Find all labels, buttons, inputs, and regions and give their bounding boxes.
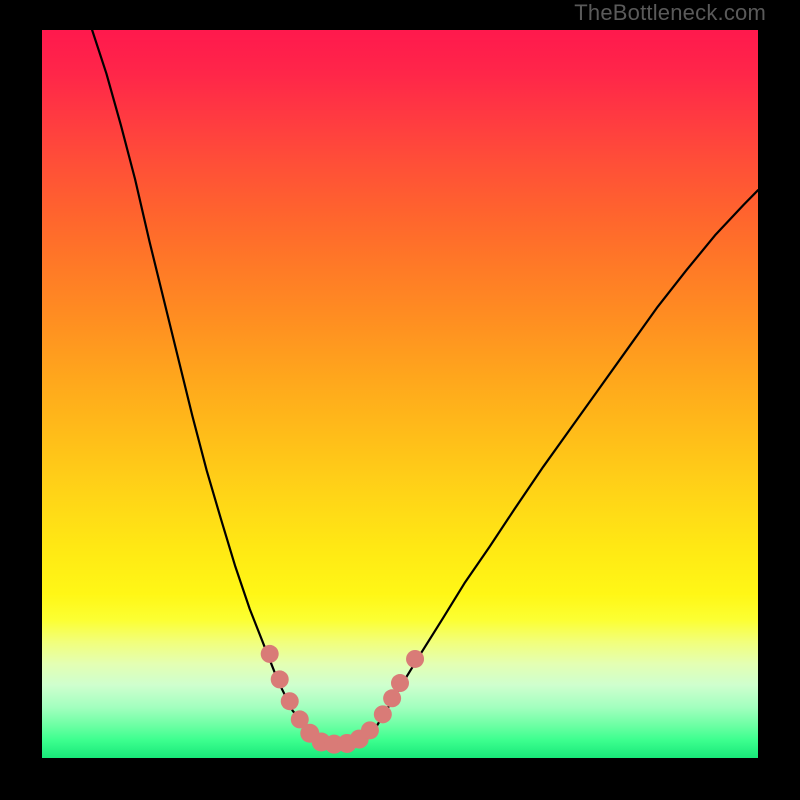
gradient-background	[42, 30, 758, 758]
plot-svg	[42, 30, 758, 758]
curve-marker	[406, 650, 424, 668]
curve-marker	[271, 670, 289, 688]
watermark-text: TheBottleneck.com	[574, 0, 766, 26]
curve-marker	[391, 674, 409, 692]
curve-marker	[383, 689, 401, 707]
curve-marker	[374, 705, 392, 723]
curve-marker	[281, 692, 299, 710]
curve-marker	[361, 721, 379, 739]
plot-area	[42, 30, 758, 758]
chart-root: TheBottleneck.com	[0, 0, 800, 800]
curve-marker	[261, 645, 279, 663]
